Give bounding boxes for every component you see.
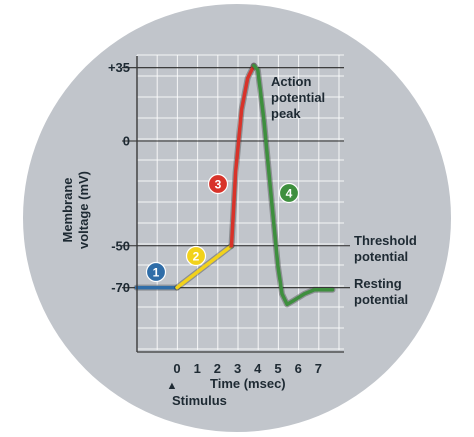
stimulus-label: Stimulus	[172, 393, 227, 408]
x-tick-label: 4	[254, 361, 262, 376]
y-tick-label: -70	[111, 280, 130, 295]
badge-circle-1	[145, 261, 167, 283]
badge-number-2: 2	[193, 249, 200, 263]
series-line-2	[175, 244, 234, 290]
x-axis-label: Time (msec)	[210, 376, 286, 391]
y-axis-label-line-1: Membrane	[60, 177, 75, 242]
threshold-label-line-1: Threshold	[354, 233, 417, 248]
badge-circle-2	[185, 245, 207, 267]
grid	[136, 54, 344, 350]
y-tick-labels: +35 0 -50 -70	[108, 60, 130, 295]
stimulus-arrow: ▲	[167, 380, 178, 392]
resting-label-line-1: Resting	[354, 276, 402, 291]
series-lines	[133, 62, 336, 308]
x-tick-label: 2	[214, 361, 221, 376]
resting-label-line-2: potential	[354, 292, 408, 307]
x-tick-label: 7	[315, 361, 322, 376]
y-tick-label: +35	[108, 60, 130, 75]
x-tick-label: 5	[274, 361, 281, 376]
y-tick-label: 0	[123, 134, 130, 149]
x-tick-label: 6	[295, 361, 302, 376]
peak-label-line-1: Action	[271, 74, 312, 89]
badge-circle-3	[207, 173, 229, 195]
threshold-label-line-2: potential	[354, 249, 408, 264]
badge-number-4: 4	[286, 186, 293, 200]
background-circle	[23, 4, 451, 432]
series-number-badges: 1 2 3 4	[145, 173, 300, 283]
series-line-4	[252, 63, 335, 307]
peak-label-line-3: peak	[271, 106, 301, 121]
badge-number-3: 3	[215, 177, 222, 191]
badge-number-1: 1	[153, 265, 160, 279]
x-tick-label: 0	[173, 361, 180, 376]
x-tick-label: 3	[234, 361, 241, 376]
y-axis-label-line-2: voltage (mV)	[76, 171, 91, 249]
peak-label-line-2: potential	[271, 90, 325, 105]
axes	[136, 56, 344, 353]
series-line-3	[229, 63, 256, 248]
x-tick-label: 1	[194, 361, 201, 376]
y-tick-label: -50	[111, 238, 130, 253]
badge-circle-4	[278, 182, 300, 204]
